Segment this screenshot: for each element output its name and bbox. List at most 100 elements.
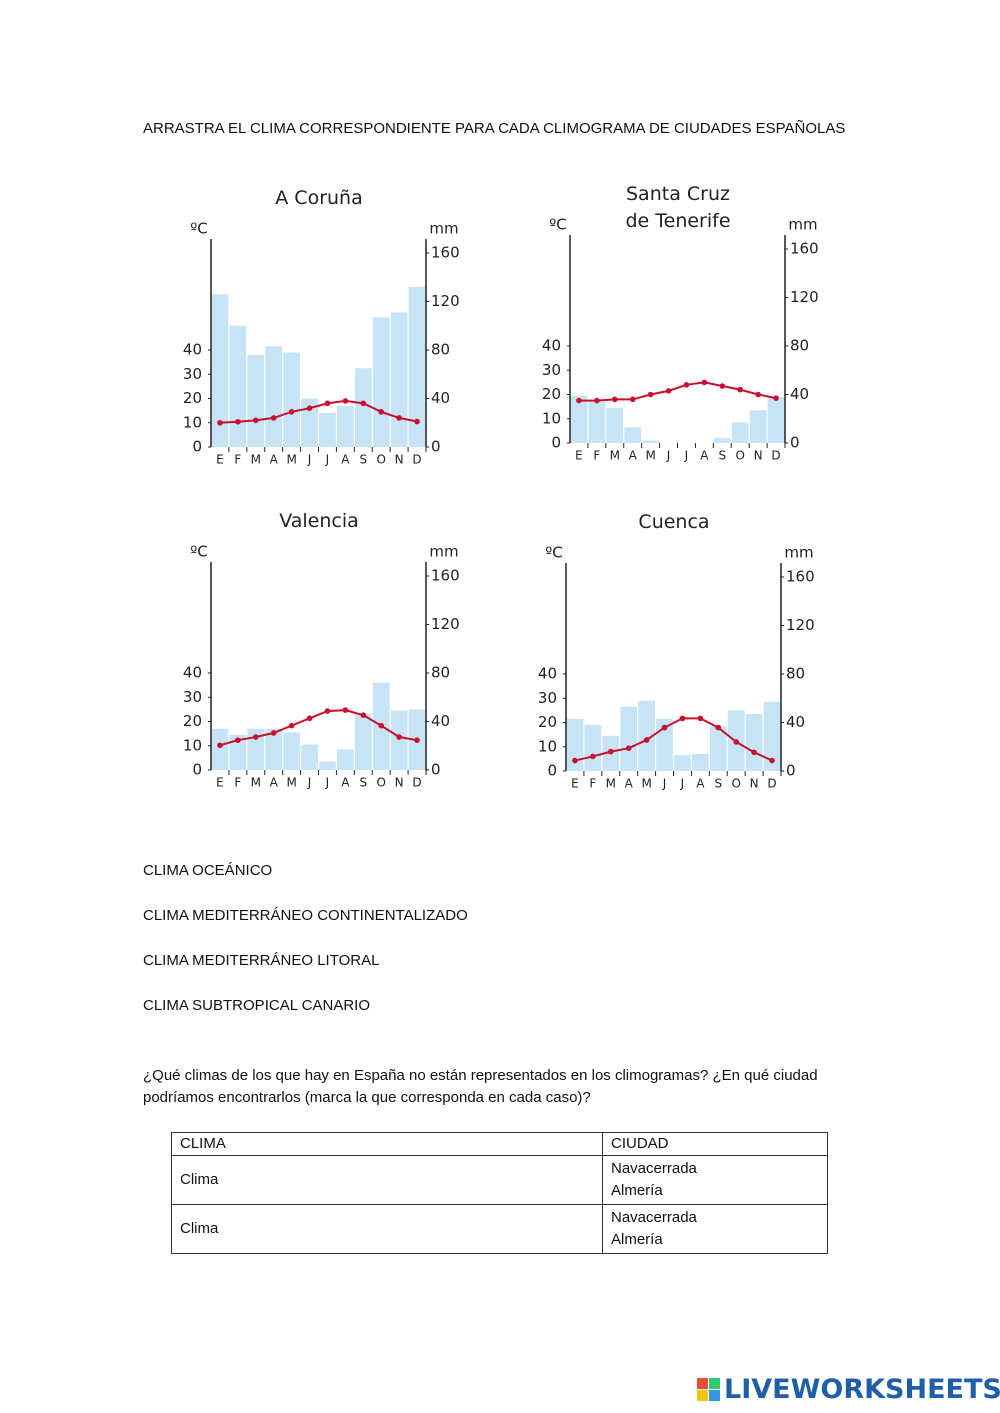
y-tick-label: 20 [183, 712, 202, 730]
x-tick-label: J [325, 453, 330, 467]
bar [638, 700, 655, 771]
climate-cell[interactable]: Clima [171, 1204, 603, 1254]
y-tick-label: 0 [192, 761, 202, 779]
y2-tick-label: 120 [431, 615, 460, 633]
temperature-point [324, 708, 331, 714]
y-axis-label: ºC [190, 220, 208, 238]
bar [319, 413, 336, 447]
x-tick-label: O [376, 453, 385, 467]
x-tick-label: J [662, 777, 667, 791]
temperature-point [625, 745, 632, 752]
bar [588, 401, 606, 443]
temperature-point [737, 386, 744, 393]
bar [372, 317, 390, 447]
bar [692, 754, 709, 771]
x-tick-label: F [234, 453, 241, 467]
x-tick-label: M [610, 449, 620, 463]
table-row: Clima Navacerrada Almería [171, 1155, 828, 1205]
x-tick-label: M [251, 776, 261, 790]
temperature-point [235, 737, 241, 743]
y2-axis-label: mm [788, 216, 817, 234]
city-cell: Navacerrada Almería [602, 1155, 828, 1205]
chart-title: Santa Cruz de Tenerife [625, 183, 731, 232]
bar [283, 732, 300, 770]
temperature-point [679, 715, 686, 722]
city-option[interactable]: Navacerrada [611, 1209, 697, 1226]
y-tick-label: 0 [547, 762, 557, 780]
temperature-line [219, 399, 418, 424]
y-tick-label: 20 [538, 713, 557, 731]
bar [656, 718, 673, 771]
bar [624, 427, 642, 443]
bar [763, 701, 781, 771]
option[interactable]: CLIMA SUBTROPICAL CANARIO [143, 997, 370, 1014]
bar [767, 396, 785, 443]
bar [390, 312, 408, 447]
temperature-point [701, 379, 708, 386]
x-tick-label: S [718, 449, 726, 463]
x-tick-label: E [216, 776, 224, 790]
temperature-point [270, 730, 277, 736]
bar [354, 368, 372, 447]
bar [674, 755, 691, 771]
temperature-point [414, 737, 420, 743]
climate-cell[interactable]: Clima [171, 1155, 603, 1205]
option[interactable]: CLIMA MEDITERRÁNEO LITORAL [143, 952, 380, 969]
logo-square [697, 1390, 708, 1401]
x-tick-label: A [341, 453, 350, 467]
y-tick-label: 40 [538, 665, 557, 683]
temperature-point [647, 391, 654, 398]
bar [390, 710, 408, 770]
logo-icon [697, 1378, 721, 1402]
temperature-point [697, 715, 704, 722]
x-tick-label: F [593, 449, 600, 463]
x-tick-label: A [270, 776, 279, 790]
x-tick-label: M [645, 449, 655, 463]
option[interactable]: CLIMA MEDITERRÁNEO CONTINENTALIZADO [143, 907, 468, 924]
y-tick-label: 30 [538, 689, 557, 707]
city-option[interactable]: Navacerrada [611, 1160, 697, 1177]
y-tick-label: 40 [183, 664, 202, 682]
y2-tick-label: 0 [431, 438, 441, 456]
city-option[interactable]: Almería [611, 1182, 663, 1199]
temperature-point [270, 415, 277, 421]
bar [247, 354, 265, 447]
bar [265, 728, 283, 770]
temperature-point [665, 388, 672, 394]
answer-table: CLIMA CIUDAD Clima Navacerrada Almería Cl… [171, 1132, 828, 1254]
x-tick-label: A [700, 449, 709, 463]
bar [229, 325, 247, 447]
temperature-point [773, 395, 779, 401]
bar [301, 744, 318, 770]
x-tick-label: J [325, 776, 330, 790]
temperature-point [378, 409, 385, 415]
chart-title: Valencia [279, 510, 359, 532]
temperature-point [217, 742, 223, 749]
x-tick-label: N [395, 453, 404, 467]
x-tick-label: S [359, 453, 367, 467]
option[interactable]: CLIMA OCEÁNICO [143, 862, 273, 879]
y2-tick-label: 120 [786, 616, 815, 634]
logo-square [697, 1378, 708, 1389]
city-option[interactable]: Almería [611, 1231, 663, 1248]
bar [584, 724, 602, 771]
y2-tick-label: 40 [431, 712, 450, 730]
x-tick-label: J [307, 453, 312, 467]
x-tick-label: J [666, 449, 671, 463]
bar [283, 352, 300, 447]
temperature-point [235, 418, 241, 425]
temperature-point [643, 737, 650, 743]
temperature-point [360, 712, 367, 718]
bar [749, 410, 767, 443]
table-row: Clima Navacerrada Almería [171, 1204, 828, 1254]
bar [606, 407, 624, 443]
bar [642, 440, 659, 443]
x-tick-label: M [286, 776, 296, 790]
temperature-point [629, 396, 636, 403]
table-header: CLIMA CIUDAD [171, 1132, 828, 1156]
x-tick-label: A [696, 777, 705, 791]
y-axis-label: ºC [549, 216, 567, 234]
x-tick-label: O [731, 777, 740, 791]
